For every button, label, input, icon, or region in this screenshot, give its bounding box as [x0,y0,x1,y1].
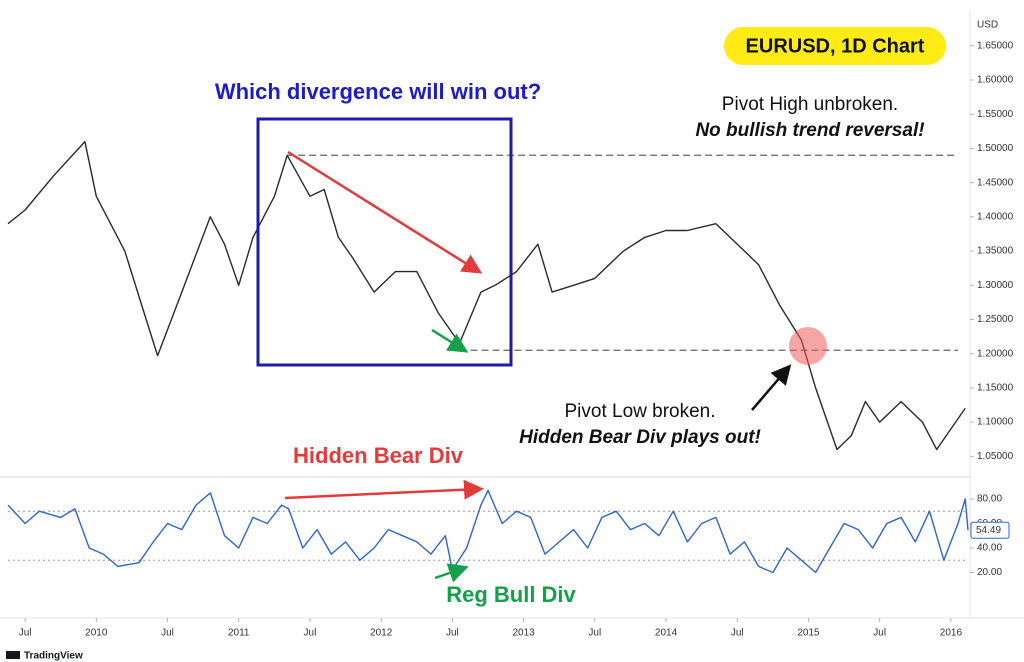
plot-layer: 1.05000 1.10000 1.15000 1.20000 1.25000 1.300… [7,40,1014,639]
y-tick-label: 1.25000 [977,314,1014,325]
last-value-badge [970,521,1010,539]
annotation: Pivot High unbroken. [722,94,898,115]
highlight-box [256,117,513,367]
y-tick-label: 1.40000 [977,211,1014,222]
arrow [431,328,469,353]
brand-logo [6,651,20,659]
price-line [7,489,969,574]
annotation: No bullish trend reversal! [695,120,924,141]
price-line [7,140,966,451]
y-tick-label: 1.55000 [977,109,1014,120]
y-tick-label: 1.65000 [977,40,1014,51]
y-tick-label: 80.00 [977,494,1002,505]
x-tick-label: 2011 [228,628,250,639]
annotation: Hidden Bear Div plays out! [519,427,761,448]
last-value-label: 54.49 [976,525,1001,536]
y-tick-label: 1.45000 [977,177,1014,188]
y-tick-label: 1.05000 [977,451,1014,462]
x-tick-label: 2013 [512,628,535,639]
y-tick-label: 1.50000 [977,143,1014,154]
x-tick-label: Jul [446,628,459,639]
x-tick-label: 2014 [655,628,678,639]
arrow [287,150,483,274]
x-tick-label: Jul [304,628,317,639]
y-tick-label: 1.15000 [977,383,1014,394]
y-tick-label: 40.00 [977,543,1002,554]
brand: TradingView [24,651,83,662]
y-tick-label: 1.60000 [977,75,1014,86]
x-tick-label: Jul [731,628,744,639]
arrow [434,563,469,583]
y-tick-label: 1.10000 [977,417,1014,428]
y-tick-label: 20.00 [977,567,1002,578]
annotation: Which divergence will win out? [215,79,541,104]
breakdown-marker [789,327,827,365]
title-badge [724,27,946,65]
y-tick-label: 1.30000 [977,280,1014,291]
x-tick-label: Jul [873,628,886,639]
x-tick-label: 2010 [85,628,108,639]
arrow [284,479,484,500]
x-tick-label: Jul [161,628,174,639]
x-tick-label: 2015 [797,628,820,639]
y-tick-label: 1.35000 [977,246,1014,257]
x-tick-label: Jul [588,628,601,639]
x-tick-label: 2012 [370,628,393,639]
y-tick-label: 1.20000 [977,348,1014,359]
arrow [751,364,792,411]
annotation: Pivot Low broken. [564,401,715,422]
annotation: Reg Bull Div [446,582,576,607]
annotation: Hidden Bear Div [293,443,464,468]
chart-title: EURUSD, 1D Chart [746,35,925,57]
x-tick-label: 2016 [940,628,963,639]
x-tick-label: Jul [19,628,32,639]
axis-unit: USD [977,20,998,31]
